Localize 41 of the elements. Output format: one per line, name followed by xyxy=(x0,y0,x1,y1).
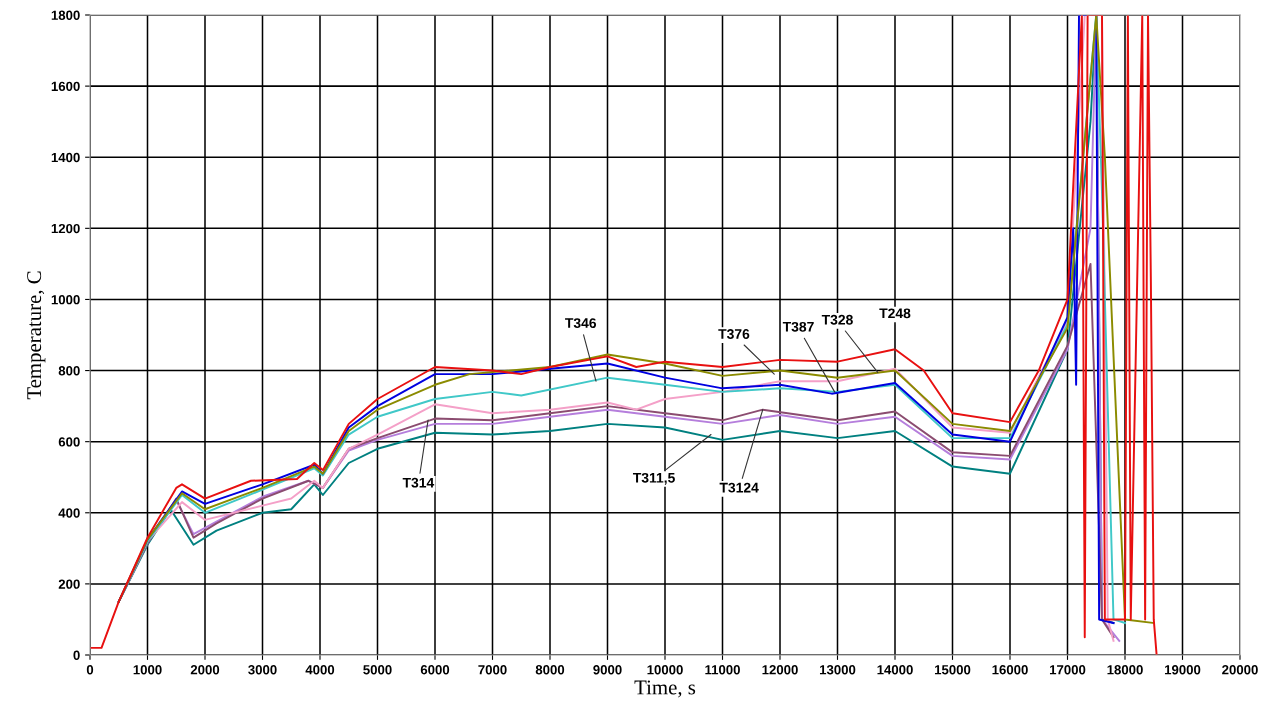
x-tick-label: 8000 xyxy=(535,665,565,675)
x-tick-label: 7000 xyxy=(478,665,507,675)
annotation: T328 xyxy=(821,314,853,325)
x-tick-label: 6000 xyxy=(420,665,450,675)
x-tick-label: 4000 xyxy=(305,665,335,675)
annotation: T3124 xyxy=(719,482,759,493)
annotation: T314 xyxy=(402,477,435,488)
annotation: T346 xyxy=(565,318,597,329)
y-tick-label: 600 xyxy=(58,437,80,447)
y-tick-label: 1000 xyxy=(51,295,80,305)
x-tick-label: 9000 xyxy=(593,665,622,675)
annotation: T376 xyxy=(718,329,750,339)
y-tick-label: 1200 xyxy=(51,223,80,234)
x-tick-label: 13000 xyxy=(819,665,856,675)
x-tick-label: 14000 xyxy=(877,665,913,675)
y-tick-label: 800 xyxy=(58,366,80,376)
annotation: T311,5 xyxy=(632,472,675,485)
y-tick-label: 1600 xyxy=(51,81,80,92)
y-tick-label: 1800 xyxy=(51,10,80,20)
x-tick-label: 11000 xyxy=(705,665,740,675)
x-tick-label: 1000 xyxy=(133,665,162,675)
annotation: T387 xyxy=(782,321,814,332)
x-tick-label: 5000 xyxy=(363,665,392,675)
y-tick-label: 400 xyxy=(58,508,80,518)
x-tick-label: 19000 xyxy=(1164,665,1201,675)
x-tick-label: 15000 xyxy=(934,665,971,675)
x-tick-label: 10000 xyxy=(647,665,683,675)
y-tick-label: 1400 xyxy=(51,152,80,163)
x-tick-label: 0 xyxy=(86,665,94,675)
x-tick-label: 18000 xyxy=(1107,665,1143,675)
x-tick-label: 3000 xyxy=(248,665,277,675)
annotation: T248 xyxy=(879,308,911,319)
x-tick-label: 12000 xyxy=(762,665,798,675)
y-tick-label: 0 xyxy=(73,650,80,660)
x-tick-label: 2000 xyxy=(190,665,220,675)
x-tick-label: 16000 xyxy=(992,665,1028,675)
y-axis-title: Temperature, C xyxy=(27,271,46,400)
x-axis-title: Time, s xyxy=(634,680,696,698)
y-tick-label: 200 xyxy=(58,579,80,589)
x-tick-label: 17000 xyxy=(1049,665,1086,675)
x-tick-label: 20000 xyxy=(1222,665,1258,675)
